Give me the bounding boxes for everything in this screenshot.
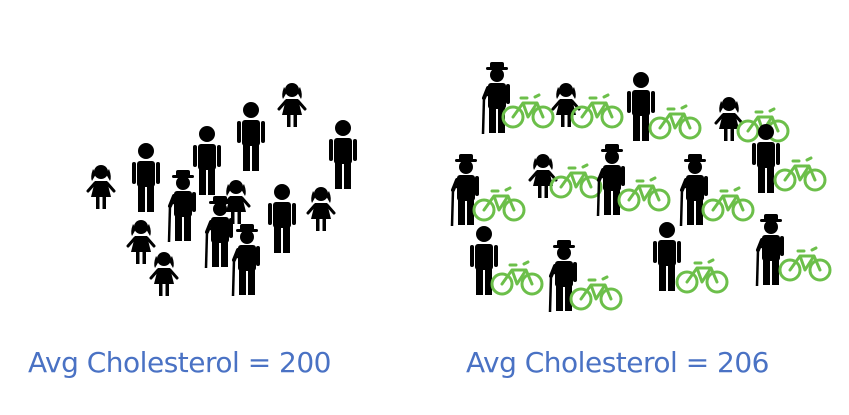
child-girl-icon [149,252,179,296]
adult-man-icon [132,143,160,212]
bicycle-icon [648,104,702,140]
bicycle-icon [617,176,671,212]
elder-with-cane-icon [679,154,708,227]
adult-man-icon [237,102,265,171]
elder-with-cane-icon [204,196,233,269]
elder-with-cane-icon [450,154,479,227]
child-girl-icon [126,220,156,264]
bicycle-icon [773,156,827,192]
adult-man-icon [627,72,655,141]
bicycle-icon [701,186,755,222]
child-girl-icon [306,187,336,231]
bicycle-icon [472,186,526,222]
elder-with-cane-icon [167,170,196,243]
child-girl-icon [551,83,581,127]
child-girl-icon [714,97,744,141]
group-right-with-bikes [450,62,832,313]
bicycle-icon [549,163,603,199]
elder-with-cane-icon [548,240,577,313]
child-girl-icon [86,165,116,209]
group-left-no-bikes [86,83,357,297]
bicycle-icon [675,258,729,294]
bicycle-icon [490,260,544,296]
child-girl-icon [528,154,558,198]
caption-left-avg-cholesterol: Avg Cholesterol = 200 [28,346,332,379]
bicycle-icon [570,93,624,129]
elder-with-cane-icon [596,144,625,217]
adult-man-icon [470,226,498,295]
bicycle-icon [501,93,555,129]
elder-with-cane-icon [481,62,510,135]
adult-man-icon [329,120,357,189]
elder-with-cane-icon [755,214,784,287]
adult-man-icon [268,184,296,253]
adult-man-icon [752,124,780,193]
elder-with-cane-icon [231,224,260,297]
child-girl-icon [277,83,307,127]
bicycle-icon [778,246,832,282]
caption-right-avg-cholesterol: Avg Cholesterol = 206 [466,346,770,379]
adult-man-icon [193,126,221,195]
bicycle-icon [569,275,623,311]
adult-man-icon [653,222,681,291]
